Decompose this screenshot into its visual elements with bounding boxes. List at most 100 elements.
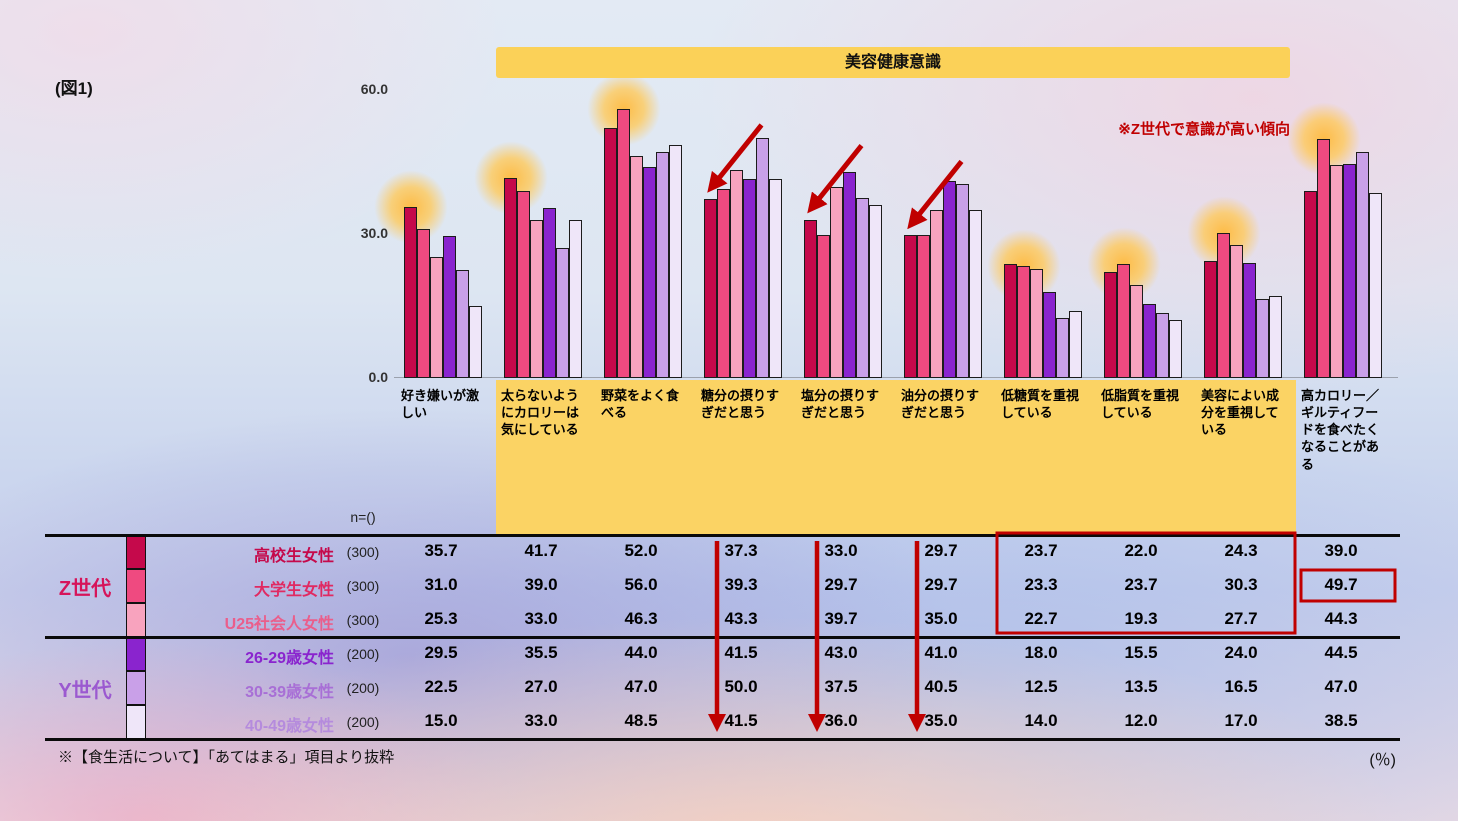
figure-label: (図1) xyxy=(55,79,93,98)
value-cell: 44.3 xyxy=(1324,609,1358,628)
bar xyxy=(1304,190,1317,378)
value-cell: 41.5 xyxy=(724,643,758,662)
value-cell: 41.5 xyxy=(724,711,758,730)
value-cell: 15.0 xyxy=(424,711,458,730)
value-cell: 37.3 xyxy=(724,541,758,560)
value-cell: 16.5 xyxy=(1224,677,1258,696)
value-cell: 39.0 xyxy=(1324,541,1358,560)
value-cell: 12.0 xyxy=(1124,711,1158,730)
bar xyxy=(417,229,430,378)
bar xyxy=(656,152,669,378)
bar xyxy=(1056,318,1069,378)
category-label: 油分の摂りすぎだと思う xyxy=(901,388,980,421)
bar xyxy=(469,306,482,378)
unit-label: (％) xyxy=(1369,752,1396,769)
bar xyxy=(1204,261,1217,378)
note-top-right: ※Z世代で意識が高い傾向 xyxy=(1118,121,1290,138)
bar xyxy=(1130,285,1143,378)
sample-size: (200) xyxy=(346,714,380,730)
value-cell: 41.7 xyxy=(524,541,558,560)
bar xyxy=(904,235,917,378)
value-cell: 29.5 xyxy=(424,643,458,662)
legend-swatch xyxy=(126,671,146,705)
bar xyxy=(643,166,656,378)
n-column-header: n=() xyxy=(350,509,376,525)
value-cell: 33.0 xyxy=(524,711,558,730)
bar xyxy=(1243,262,1256,378)
value-cell: 22.7 xyxy=(1024,609,1058,628)
bar xyxy=(769,178,782,378)
value-cell: 44.5 xyxy=(1324,643,1358,662)
generation-label: Y世代 xyxy=(58,680,112,702)
value-cell: 48.5 xyxy=(624,711,658,730)
legend-swatch xyxy=(126,569,146,603)
category-label: 塩分の摂りすぎだと思う xyxy=(801,388,880,421)
category-highlight-band xyxy=(496,380,1296,534)
bar xyxy=(756,138,769,378)
sample-size: (300) xyxy=(346,578,380,594)
value-cell: 23.7 xyxy=(1124,575,1158,594)
bar xyxy=(630,155,643,378)
value-cell: 39.0 xyxy=(524,575,558,594)
bar xyxy=(717,189,730,378)
bar xyxy=(1217,232,1230,378)
bar xyxy=(930,210,943,378)
value-cell: 25.3 xyxy=(424,609,458,628)
value-cell: 36.0 xyxy=(824,711,858,730)
bar xyxy=(617,109,630,378)
bar xyxy=(817,235,830,378)
table-bottom-border xyxy=(45,738,1400,741)
legend-swatch xyxy=(126,637,146,671)
generation-label: Z世代 xyxy=(58,578,112,600)
bar xyxy=(1269,296,1282,378)
bar xyxy=(1343,164,1356,378)
legend-swatch xyxy=(126,705,146,739)
value-cell: 56.0 xyxy=(624,575,658,594)
bar xyxy=(569,219,582,378)
y-axis-tick: 30.0 xyxy=(360,225,388,241)
value-cell: 33.0 xyxy=(524,609,558,628)
value-cell: 52.0 xyxy=(624,541,658,560)
bar xyxy=(969,210,982,378)
category-label: 美容によい成分を重視している xyxy=(1201,388,1280,438)
value-cell: 44.0 xyxy=(624,643,658,662)
value-cell: 35.0 xyxy=(924,711,958,730)
bar xyxy=(1069,310,1082,378)
bar xyxy=(743,178,756,378)
sample-size: (200) xyxy=(346,680,380,696)
value-cell: 19.3 xyxy=(1124,609,1158,628)
category-label: 好き嫌いが激しい xyxy=(401,388,480,421)
value-cell: 35.7 xyxy=(424,541,458,560)
series-name: 26-29歳女性 xyxy=(245,650,334,667)
value-cell: 23.3 xyxy=(1024,575,1058,594)
value-cell: 33.0 xyxy=(824,541,858,560)
bar xyxy=(730,170,743,378)
table-generation-divider xyxy=(45,636,1400,639)
value-cell: 24.0 xyxy=(1224,643,1258,662)
value-cell: 18.0 xyxy=(1024,643,1058,662)
category-label: 野菜をよく食べる xyxy=(601,388,680,421)
value-cell: 12.5 xyxy=(1024,677,1058,696)
value-cell: 27.0 xyxy=(524,677,558,696)
series-name: U25社会人女性 xyxy=(224,616,334,633)
value-cell: 37.5 xyxy=(824,677,858,696)
bar xyxy=(917,235,930,378)
bar xyxy=(1030,269,1043,378)
bar xyxy=(843,171,856,378)
bar xyxy=(856,198,869,378)
bar xyxy=(517,190,530,378)
bar xyxy=(530,219,543,378)
value-cell: 47.0 xyxy=(624,677,658,696)
bar xyxy=(604,128,617,378)
value-cell: 27.7 xyxy=(1224,609,1258,628)
sample-size: (300) xyxy=(346,612,380,628)
value-cell: 17.0 xyxy=(1224,711,1258,730)
category-label: 低脂質を重視している xyxy=(1101,388,1180,421)
value-cell: 46.3 xyxy=(624,609,658,628)
value-cell: 29.7 xyxy=(924,541,958,560)
value-cell: 39.3 xyxy=(724,575,758,594)
bar xyxy=(404,206,417,378)
